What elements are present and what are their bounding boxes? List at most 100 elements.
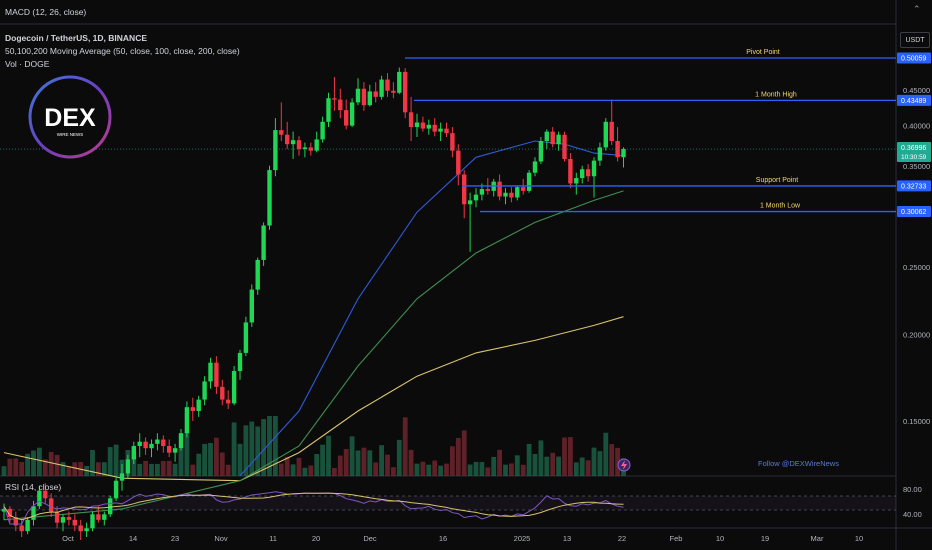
volume-bar (54, 454, 60, 476)
candle-body (420, 122, 426, 129)
time-tick-label: Nov (214, 534, 228, 543)
volume-label[interactable]: Vol · DOGE (5, 59, 50, 69)
candle-body (432, 124, 437, 132)
candle-body (96, 514, 101, 520)
candle-body (414, 122, 420, 128)
candle-body (379, 79, 384, 97)
time-axis[interactable]: Oct 14 23 Nov 11 20 Dec 16 2025 13 22 Feb 10 19 Mar 10 (62, 534, 863, 543)
volume-bar (597, 451, 603, 476)
volume-bar (532, 454, 538, 476)
candle-body (403, 71, 408, 113)
candle-body (526, 172, 532, 191)
volume-bar (609, 444, 615, 476)
price-tag (897, 142, 931, 163)
volume-bar (573, 462, 579, 476)
price-axis: 0.45000 0.40000 0.35000 0.25000 0.20000 0.150… (903, 86, 930, 426)
candle-body (450, 133, 455, 151)
candle-body (49, 498, 54, 512)
logo-subtext: WIRE NEWS (57, 132, 84, 137)
candle-body (184, 407, 190, 434)
logo-text: DEX (44, 104, 96, 132)
rsi-axis: 80.00 40.00 (903, 485, 922, 519)
candle-body (60, 517, 66, 523)
volume-bar (37, 447, 42, 476)
candle-body (155, 439, 160, 444)
candle-body (408, 112, 414, 128)
candle-body (585, 169, 591, 177)
time-tick-label: 20 (312, 534, 320, 543)
candle-body (574, 178, 579, 184)
candle-body (196, 399, 201, 412)
candle-body (161, 439, 166, 447)
volume-bar (473, 461, 479, 476)
time-tick-label: 19 (761, 534, 769, 543)
volume-bar (137, 463, 143, 476)
volume-bar (284, 457, 290, 476)
time-tick-label: 13 (563, 534, 571, 543)
candle-body (326, 98, 331, 122)
price-tick-label: 0.20000 (903, 330, 930, 339)
candle-body (143, 441, 148, 449)
candle-body (19, 525, 24, 532)
volume-bar (208, 442, 213, 476)
volume-bar (491, 456, 497, 476)
candle-body (267, 170, 272, 226)
candle-body (591, 160, 597, 177)
candle-body (31, 506, 36, 520)
time-tick-label: Feb (670, 534, 683, 543)
price-tick-label: 0.45000 (903, 86, 930, 95)
time-tick-label: 22 (618, 534, 626, 543)
moving-average-label[interactable]: 50,100,200 Moving Average (50, close, 10… (5, 46, 240, 56)
volume-bar (568, 437, 573, 476)
volume-bar (349, 436, 355, 476)
volume-bar (155, 463, 160, 476)
volume-bar (237, 443, 243, 476)
candle-body (37, 490, 42, 507)
candle-body (43, 490, 48, 499)
volume-bar (214, 437, 219, 476)
macd-indicator-label[interactable]: MACD (12, 26, close) (5, 7, 87, 17)
candle-body (102, 514, 107, 520)
volume-bar (343, 449, 349, 476)
price-tick-label: 0.25000 (903, 263, 930, 272)
candle-body (349, 102, 355, 126)
logo-ring (28, 75, 112, 159)
volume-bar (308, 465, 314, 476)
volume-bar (379, 445, 384, 476)
candle-body (54, 511, 60, 523)
volume-bar (538, 440, 544, 476)
volume-bar (267, 416, 272, 476)
rsi-label[interactable]: RSI (14, close) (5, 482, 62, 492)
volume-bar (326, 435, 331, 476)
volume-bar (337, 455, 343, 476)
time-tick-label: 11 (269, 534, 277, 543)
candle-body (190, 407, 195, 412)
lightning-icon[interactable] (617, 458, 631, 472)
volume-bar (25, 453, 30, 476)
candle-body (485, 189, 490, 191)
volume-bar (408, 449, 414, 476)
volume-bar (166, 460, 172, 476)
candle-body (521, 187, 526, 191)
candle-body (562, 134, 567, 159)
volume-bar (160, 461, 166, 476)
candle-body (355, 88, 361, 103)
candle-body (237, 352, 243, 372)
currency-badge[interactable]: USDT (900, 32, 930, 48)
price-tags: 0.50059 0.43489 0.36996 10:30:59 0.32733 0.30… (897, 52, 931, 218)
volume-bar (60, 462, 66, 476)
volume-bar (172, 463, 178, 476)
volume-bar (320, 444, 325, 476)
watermark-text: Follow @DEXWireNews (758, 459, 839, 468)
volume-bar (514, 455, 520, 476)
time-tick-label: Oct (62, 534, 75, 543)
volume-bar (450, 446, 455, 476)
volume-bar (544, 456, 550, 476)
symbol-title[interactable]: Dogecoin / TetherUS, 1D, BINANCE (5, 33, 147, 43)
volume-bar (361, 447, 367, 476)
volume-bar (249, 421, 255, 476)
chevron-up-icon[interactable]: ⌃ (913, 4, 921, 14)
time-tick-label: 23 (171, 534, 179, 543)
candle-body (249, 289, 254, 323)
